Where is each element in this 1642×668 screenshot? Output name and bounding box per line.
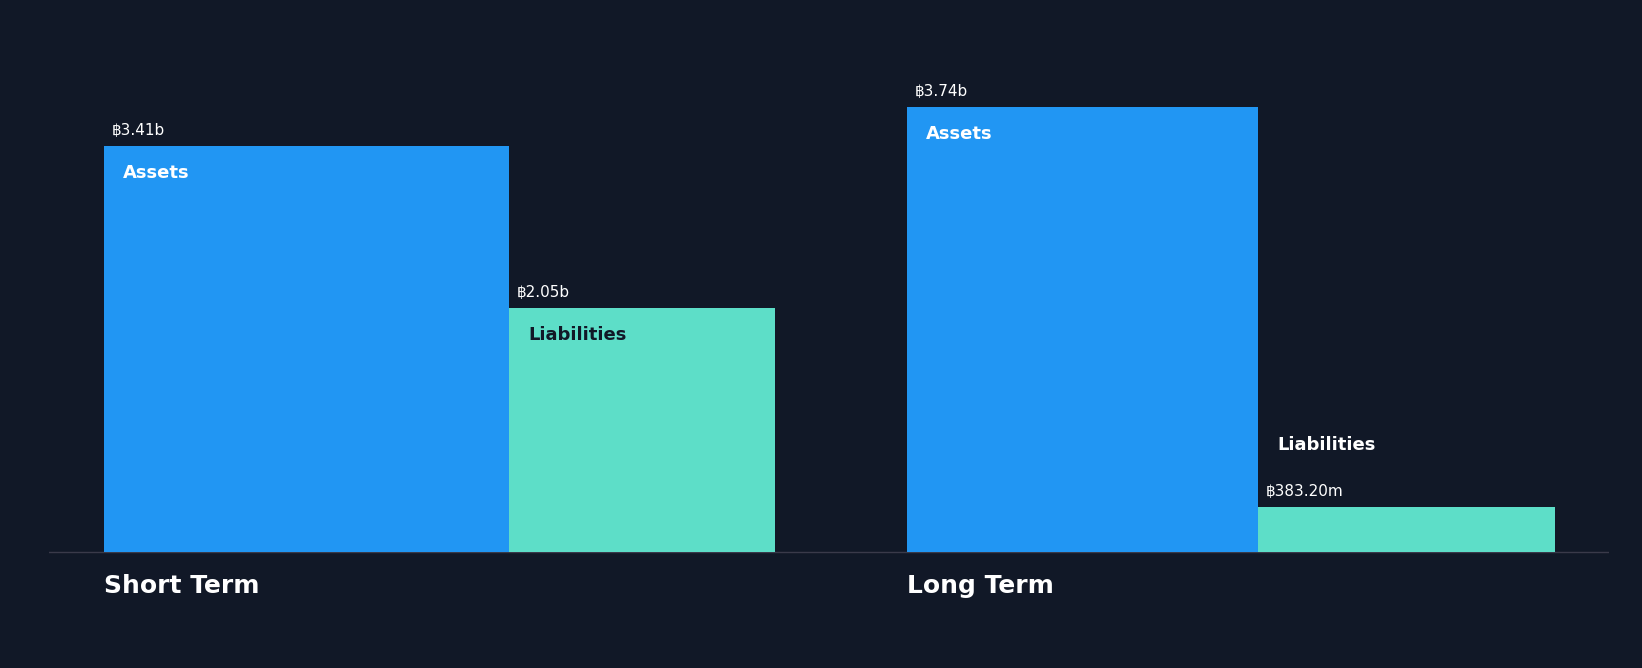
Text: ฿383.20m: ฿383.20m [1266,484,1343,498]
Bar [103,146,509,552]
Bar [1258,506,1555,552]
Text: ฿2.05b: ฿2.05b [517,285,570,300]
Text: Liabilities: Liabilities [529,326,627,344]
Text: Long Term: Long Term [906,574,1054,599]
Text: ฿3.74b: ฿3.74b [915,84,969,99]
Text: Assets: Assets [926,125,992,143]
Bar [906,107,1258,552]
Text: Short Term: Short Term [103,574,259,599]
Text: Assets: Assets [123,164,189,182]
Text: ฿3.41b: ฿3.41b [112,123,164,138]
Text: Liabilities: Liabilities [1277,436,1376,454]
Bar [509,308,775,552]
